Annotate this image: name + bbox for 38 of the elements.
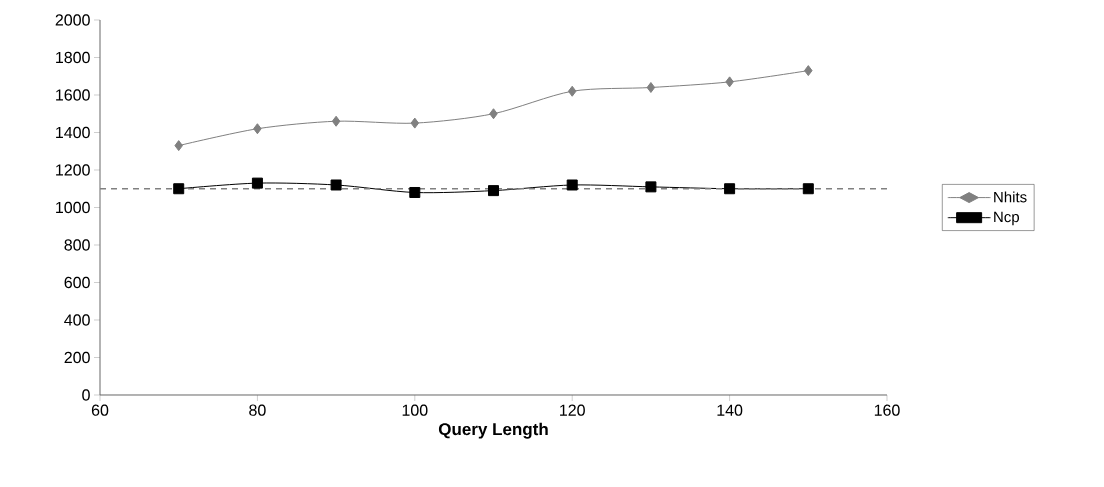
y-tick-label: 1600	[56, 89, 90, 101]
x-tick-label: 80	[249, 404, 266, 416]
point	[173, 183, 185, 195]
legend-label: Nhits	[994, 191, 1027, 203]
point	[409, 186, 421, 198]
y-tick-label: 1400	[56, 126, 90, 139]
y-tick-label: 1200	[56, 164, 90, 176]
x-tick-label: 160	[874, 404, 900, 416]
point	[804, 65, 813, 77]
point	[566, 179, 578, 191]
point	[725, 76, 734, 88]
x-tick-label: 100	[402, 404, 428, 416]
x-axis-title: Query Length	[438, 422, 548, 439]
x-tick-label: 140	[717, 404, 743, 416]
y-tick-label: 800	[64, 239, 90, 251]
y-tick-label: 400	[64, 314, 90, 326]
point	[330, 179, 342, 191]
point	[174, 140, 183, 152]
y-tick-label: 1000	[56, 201, 90, 214]
y-tick-label: 1800	[56, 51, 90, 64]
x-tick-label: 120	[560, 404, 585, 416]
y-tick-label: 200	[64, 351, 90, 364]
x-tick-label: 60	[91, 404, 109, 416]
point	[488, 185, 500, 197]
point	[646, 81, 656, 93]
point	[489, 108, 498, 120]
point	[253, 123, 262, 135]
point	[410, 117, 420, 129]
point	[567, 85, 577, 97]
legend-label: Ncp	[994, 211, 1020, 226]
y-tick-label: 2000	[55, 14, 90, 26]
y-tick-label: 0	[82, 389, 90, 401]
point	[802, 183, 814, 195]
point	[251, 177, 263, 189]
point	[331, 115, 341, 127]
point	[645, 181, 657, 193]
y-tick-label: 600	[64, 276, 90, 289]
point	[724, 183, 736, 195]
